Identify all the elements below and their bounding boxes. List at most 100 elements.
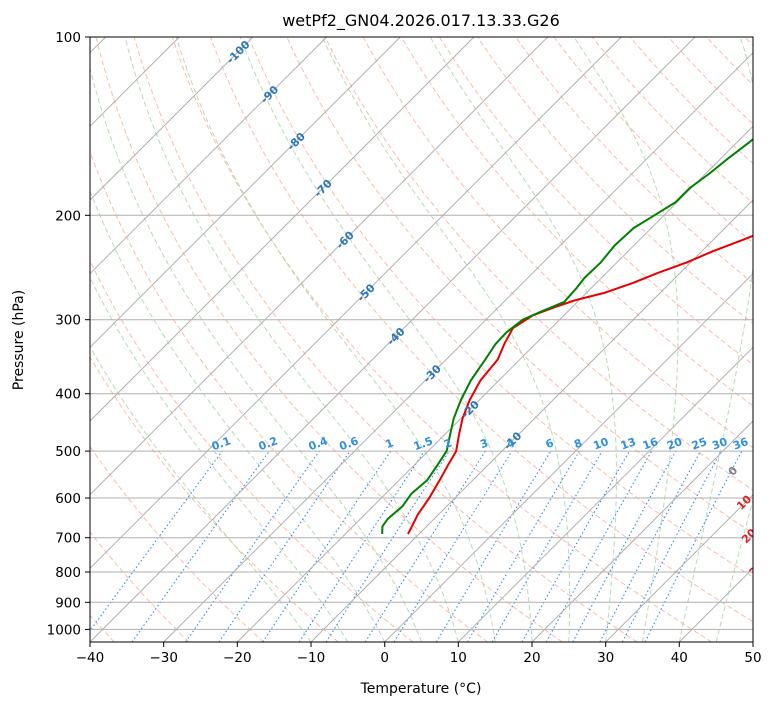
isotherm-line bbox=[90, 37, 401, 349]
mixing-ratio-label: 0.6 bbox=[338, 434, 361, 453]
mixing-ratio-label: 13 bbox=[619, 435, 638, 452]
dry-adiabat-line bbox=[400, 37, 753, 407]
dry-adiabat-line bbox=[477, 37, 753, 325]
isotherm-line bbox=[457, 346, 753, 642]
mixing-ratio-label: 25 bbox=[690, 435, 709, 452]
pressure-gridlines bbox=[90, 37, 753, 630]
isotherm-line bbox=[90, 37, 549, 496]
y-axis-label: Pressure (hPa) bbox=[11, 290, 27, 390]
moist-adiabat-line bbox=[90, 189, 386, 642]
x-tick-label: 20 bbox=[523, 650, 540, 666]
mixing-ratio-label: 16 bbox=[641, 435, 660, 453]
plot-area: -100-90-80-70-60-50-40-30-20-100.1 0.2 0.4… bbox=[90, 37, 767, 642]
x-axis-label: Temperature (°C) bbox=[360, 681, 482, 697]
mixing-ratio-label: 6 bbox=[544, 436, 556, 451]
plot-frame bbox=[89, 36, 754, 643]
chart-title: wetPf2_GN04.2026.017.13.33.G26 bbox=[282, 11, 560, 31]
mixing-ratio-label: 1.5 bbox=[412, 434, 435, 453]
y-tick-label: 300 bbox=[55, 313, 81, 329]
x-tick-label: −30 bbox=[149, 650, 178, 666]
dry-adiabat-line bbox=[95, 37, 563, 642]
isotherm-line bbox=[310, 199, 753, 642]
mixing-ratio-label: 8 bbox=[572, 436, 584, 451]
mixing-ratio-line bbox=[521, 450, 630, 642]
isotherm-line bbox=[236, 125, 753, 642]
dewpoint-line bbox=[381, 137, 753, 535]
y-tick-label: 100 bbox=[55, 30, 81, 46]
dry-adiabat-line bbox=[553, 37, 753, 244]
isotherm-line bbox=[90, 37, 475, 422]
dry-adiabat-line bbox=[286, 37, 753, 534]
isotherm-line bbox=[90, 37, 696, 642]
moist-adiabat-line bbox=[124, 37, 459, 642]
mixing-ratio-line bbox=[218, 450, 351, 642]
mixing-ratio-line bbox=[364, 450, 486, 642]
moist-adiabat-label: 30 bbox=[747, 559, 767, 579]
mixing-ratio-label: 30 bbox=[710, 435, 729, 453]
x-tick-label: 10 bbox=[450, 650, 467, 666]
mixing-ratio-line bbox=[393, 450, 513, 642]
dry-adiabat-line bbox=[90, 259, 414, 642]
moist-adiabat-line bbox=[175, 37, 496, 642]
y-tick-label: 400 bbox=[55, 387, 81, 403]
x-tick-label: −40 bbox=[76, 650, 105, 666]
mixing-ratio-label: 0.4 bbox=[307, 434, 330, 453]
moist-adiabat-line bbox=[239, 37, 533, 642]
dry-adiabat-line bbox=[438, 37, 753, 366]
mixing-ratio-label: 3 bbox=[478, 436, 490, 451]
dry-adiabat-line bbox=[591, 37, 753, 204]
isotherm-line bbox=[531, 420, 753, 642]
dry-adiabat-line bbox=[210, 37, 753, 623]
moist-adiabat-line bbox=[90, 66, 422, 642]
mixing-ratio-line bbox=[491, 450, 603, 642]
isotherm-line bbox=[90, 37, 622, 570]
mixing-ratio-label: 36 bbox=[731, 435, 750, 453]
profile-series bbox=[381, 137, 753, 535]
mixing-ratio-label: 0.1 bbox=[210, 434, 233, 453]
x-tick-label: 40 bbox=[671, 650, 688, 666]
moist-adiabats bbox=[90, 37, 753, 642]
dry-adiabat-line bbox=[90, 150, 488, 642]
mixing-ratio-label: 20 bbox=[665, 435, 684, 453]
dry-adiabat-line bbox=[248, 37, 753, 578]
x-tick-label: 30 bbox=[597, 650, 614, 666]
y-tick-label: 600 bbox=[55, 491, 81, 507]
moist-adiabat-line bbox=[429, 37, 617, 642]
x-axis-ticks: −40 −30 −20 −10 0 10 20 30 40 50 bbox=[76, 642, 762, 666]
moist-adiabat-line bbox=[90, 276, 349, 642]
moist-adiabat-line bbox=[573, 37, 679, 642]
plot-background bbox=[90, 37, 753, 642]
isotherm-line bbox=[90, 37, 254, 201]
y-tick-label: 700 bbox=[55, 531, 81, 547]
y-tick-label: 1000 bbox=[47, 622, 81, 638]
x-tick-label: −10 bbox=[297, 650, 326, 666]
isotherms bbox=[90, 37, 753, 642]
mixing-ratio-line bbox=[185, 450, 320, 642]
dry-adiabat-line bbox=[90, 531, 190, 642]
mixing-ratio-line bbox=[435, 450, 552, 642]
mixing-ratio-label: 2 bbox=[442, 436, 454, 451]
moist-adiabat-line bbox=[678, 37, 753, 642]
moist-adiabat-line bbox=[715, 497, 753, 642]
y-tick-label: 800 bbox=[55, 565, 81, 581]
y-tick-label: 200 bbox=[55, 208, 81, 224]
x-tick-label: 0 bbox=[380, 650, 389, 666]
isotherm-line bbox=[90, 37, 328, 275]
y-tick-label: 500 bbox=[55, 444, 81, 460]
moist-adiabat-line bbox=[321, 37, 571, 642]
x-tick-label: 50 bbox=[744, 650, 761, 666]
y-axis-ticks: 100 200 300 400 500 600 700 800 900 1000 bbox=[47, 30, 90, 638]
mixing-ratio-lines bbox=[90, 450, 743, 642]
dry-adiabat-line bbox=[171, 37, 712, 642]
isotherm-line bbox=[384, 272, 753, 642]
mixing-ratio-line bbox=[131, 450, 270, 642]
temperature-line bbox=[407, 234, 753, 535]
isotherm-line bbox=[605, 493, 753, 642]
mixing-ratio-label: 10 bbox=[591, 435, 610, 453]
mixing-ratio-label: 4 bbox=[505, 436, 517, 451]
moist-adiabat-label: 10 bbox=[734, 492, 754, 512]
mixing-ratio-label: 1 bbox=[384, 436, 396, 451]
mixing-ratio-line bbox=[325, 450, 450, 642]
x-tick-label: −20 bbox=[223, 650, 252, 666]
